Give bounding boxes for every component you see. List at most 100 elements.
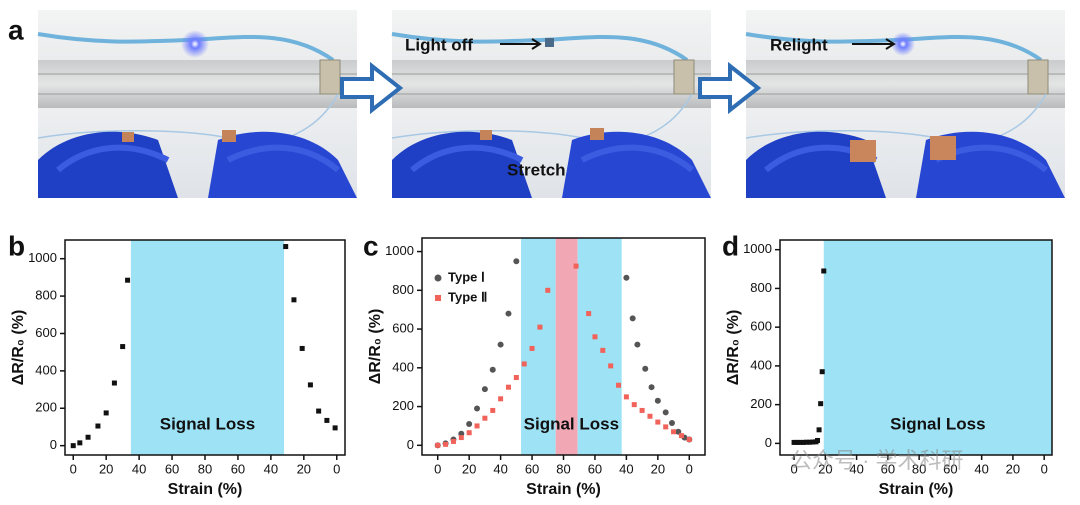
photo-annotation: Stretch <box>507 160 566 179</box>
data-point <box>537 324 543 330</box>
y-tick-label: 200 <box>392 398 414 413</box>
data-point <box>647 413 653 419</box>
y-axis-label: ΔR/R₀ (%) <box>10 310 27 386</box>
data-point <box>316 408 322 414</box>
data-point <box>481 386 488 393</box>
y-tick-label: 200 <box>35 400 57 415</box>
data-point <box>634 341 641 348</box>
shaded-region <box>130 240 285 455</box>
data-point <box>800 439 806 445</box>
x-tick-label: 60 <box>943 461 957 476</box>
photo-annotation: Light off <box>405 35 473 54</box>
x-tick-label: 60 <box>588 461 602 476</box>
data-point <box>623 274 630 281</box>
data-point <box>490 407 496 413</box>
x-tick-label: 40 <box>619 461 633 476</box>
y-tick-label: 800 <box>750 280 772 295</box>
data-point <box>810 439 816 445</box>
y-tick-label: 400 <box>35 362 57 377</box>
x-tick-label: 20 <box>818 461 832 476</box>
data-point <box>648 384 655 391</box>
data-point <box>639 407 645 413</box>
data-point <box>686 437 692 442</box>
data-point <box>521 361 527 367</box>
pointer <box>500 38 542 50</box>
y-tick-label: 0 <box>765 435 772 450</box>
data-point <box>586 311 592 317</box>
photo-annotation: Relight <box>770 35 828 54</box>
x-tick-label: 20 <box>651 461 665 476</box>
y-tick-label: 1000 <box>28 250 57 265</box>
data-point <box>70 443 76 449</box>
data-point <box>623 394 629 400</box>
data-point <box>529 345 535 351</box>
data-point <box>482 415 488 421</box>
data-point <box>474 423 480 429</box>
x-tick-label: 20 <box>99 461 113 476</box>
x-tick-label: 20 <box>462 461 476 476</box>
data-point <box>332 425 338 431</box>
data-point <box>662 409 669 416</box>
data-point <box>497 341 504 348</box>
data-point <box>631 402 637 408</box>
region-label: Signal Loss <box>524 414 619 433</box>
x-tick-label: 20 <box>1006 461 1020 476</box>
data-point <box>299 345 305 351</box>
x-axis-label: Strain (%) <box>526 481 601 498</box>
panel-label: a <box>8 14 24 45</box>
data-point <box>616 382 622 388</box>
data-point <box>443 441 449 447</box>
x-tick-label: 60 <box>231 461 245 476</box>
x-tick-label: 80 <box>198 461 212 476</box>
x-tick-label: 0 <box>333 461 340 476</box>
photo-1 <box>38 10 357 198</box>
x-tick-label: 60 <box>165 461 179 476</box>
panel-label: c <box>363 230 379 261</box>
data-point <box>797 439 803 445</box>
x-tick-label: 0 <box>70 461 77 476</box>
data-point <box>818 401 824 407</box>
data-point <box>663 424 669 430</box>
y-tick-label: 0 <box>407 437 414 452</box>
data-point <box>592 334 598 340</box>
data-point <box>125 277 131 283</box>
y-tick-label: 200 <box>750 396 772 411</box>
data-point <box>450 438 456 444</box>
y-tick-label: 600 <box>392 321 414 336</box>
y-axis-label: ΔR/R₀ (%) <box>725 310 742 386</box>
shaded-region <box>555 238 578 455</box>
y-tick-label: 400 <box>750 357 772 372</box>
y-tick-label: 0 <box>50 437 57 452</box>
y-tick-label: 600 <box>750 319 772 334</box>
y-tick-label: 800 <box>35 288 57 303</box>
x-tick-label: 40 <box>974 461 988 476</box>
data-point <box>629 315 636 322</box>
data-point <box>77 440 83 446</box>
x-tick-label: 0 <box>434 461 441 476</box>
data-point <box>513 258 520 265</box>
panel-label: d <box>722 230 739 261</box>
x-tick-label: 40 <box>849 461 863 476</box>
shaded-region <box>577 238 622 455</box>
y-axis-label: ΔR/R₀ (%) <box>367 309 384 385</box>
data-point <box>498 396 504 402</box>
legend-label: Type Ⅰ <box>448 269 485 284</box>
data-point <box>505 310 512 317</box>
data-point <box>324 417 330 423</box>
data-point <box>85 434 91 440</box>
data-point <box>466 430 472 436</box>
plot-frame <box>779 239 1053 456</box>
data-point <box>794 439 800 445</box>
y-tick-label: 800 <box>392 282 414 297</box>
x-tick-label: 0 <box>686 461 693 476</box>
region-label: Signal Loss <box>890 414 985 433</box>
x-tick-label: 0 <box>1041 461 1048 476</box>
y-tick-label: 1000 <box>743 241 772 256</box>
data-point <box>95 423 101 429</box>
data-point <box>513 375 519 380</box>
x-tick-label: 20 <box>297 461 311 476</box>
data-point <box>474 405 481 412</box>
y-tick-label: 400 <box>392 359 414 374</box>
data-point <box>291 297 297 303</box>
